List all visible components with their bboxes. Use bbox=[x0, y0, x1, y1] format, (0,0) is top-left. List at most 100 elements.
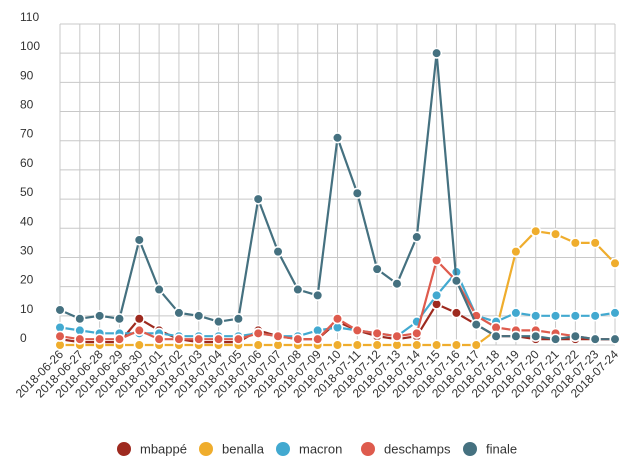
data-point[interactable] bbox=[530, 310, 542, 322]
data-point[interactable] bbox=[431, 289, 443, 301]
data-point[interactable] bbox=[589, 310, 601, 322]
data-point[interactable] bbox=[331, 313, 344, 325]
data-point[interactable] bbox=[74, 333, 86, 345]
y-tick-label: 60 bbox=[20, 156, 34, 170]
data-point[interactable] bbox=[391, 330, 403, 342]
data-point[interactable] bbox=[331, 132, 344, 144]
data-point[interactable] bbox=[609, 307, 621, 319]
data-point[interactable] bbox=[312, 333, 324, 345]
legend-item-mbappé[interactable]: mbappé bbox=[117, 442, 187, 457]
data-point[interactable] bbox=[490, 330, 502, 342]
data-point[interactable] bbox=[510, 246, 522, 258]
data-point[interactable] bbox=[153, 333, 165, 345]
data-point[interactable] bbox=[193, 333, 205, 345]
data-point[interactable] bbox=[569, 330, 581, 342]
data-point[interactable] bbox=[252, 193, 264, 205]
y-tick-label: 10 bbox=[20, 302, 34, 316]
data-point[interactable] bbox=[232, 333, 244, 345]
legend-marker bbox=[276, 442, 290, 456]
data-point[interactable] bbox=[54, 330, 66, 342]
data-point[interactable] bbox=[94, 333, 106, 345]
legend-label: mbappé bbox=[140, 442, 187, 457]
legend-label: finale bbox=[486, 442, 517, 457]
data-point[interactable] bbox=[470, 339, 482, 351]
data-point[interactable] bbox=[54, 304, 66, 316]
data-point[interactable] bbox=[609, 333, 621, 345]
data-point[interactable] bbox=[530, 225, 542, 237]
data-point[interactable] bbox=[609, 257, 621, 269]
legend-item-finale[interactable]: finale bbox=[463, 442, 517, 457]
legend-marker bbox=[361, 442, 375, 456]
y-tick-label: 30 bbox=[20, 243, 34, 257]
data-point[interactable] bbox=[173, 307, 185, 319]
data-point[interactable] bbox=[549, 310, 562, 322]
legend-label: benalla bbox=[222, 442, 265, 457]
legend: mbappé benalla macron deschamps finale bbox=[117, 442, 517, 457]
data-point[interactable] bbox=[391, 278, 403, 290]
data-point[interactable] bbox=[133, 324, 145, 337]
data-point[interactable] bbox=[371, 327, 383, 339]
data-point[interactable] bbox=[331, 339, 344, 351]
data-point[interactable] bbox=[530, 330, 542, 342]
data-point[interactable] bbox=[589, 333, 601, 345]
data-point[interactable] bbox=[153, 283, 165, 296]
data-point[interactable] bbox=[113, 313, 126, 325]
legend-marker bbox=[463, 442, 477, 456]
y-tick-label: 70 bbox=[20, 127, 34, 141]
y-tick-label: 0 bbox=[20, 331, 27, 345]
data-point[interactable] bbox=[351, 324, 363, 337]
legend-item-deschamps[interactable]: deschamps bbox=[361, 442, 451, 457]
legend-item-benalla[interactable]: benalla bbox=[199, 442, 265, 457]
data-point[interactable] bbox=[431, 254, 443, 266]
data-point[interactable] bbox=[371, 263, 383, 275]
data-point[interactable] bbox=[411, 339, 423, 351]
series-finale bbox=[54, 47, 621, 345]
data-point[interactable] bbox=[272, 246, 284, 258]
data-point[interactable] bbox=[173, 333, 185, 345]
data-point[interactable] bbox=[113, 333, 126, 345]
data-point[interactable] bbox=[193, 310, 205, 322]
x-axis-ticks: 2018-06-262018-06-272018-06-282018-06-29… bbox=[13, 347, 622, 401]
data-point[interactable] bbox=[431, 339, 443, 351]
data-point[interactable] bbox=[470, 318, 482, 331]
data-point[interactable] bbox=[312, 289, 324, 301]
legend-label: deschamps bbox=[384, 442, 451, 457]
data-point[interactable] bbox=[569, 237, 581, 249]
data-point[interactable] bbox=[133, 313, 145, 325]
legend-label: macron bbox=[299, 442, 342, 457]
data-point[interactable] bbox=[450, 275, 463, 287]
data-point[interactable] bbox=[589, 237, 601, 249]
series-group bbox=[54, 47, 621, 351]
data-point[interactable] bbox=[510, 307, 522, 319]
data-point[interactable] bbox=[272, 330, 284, 342]
data-point[interactable] bbox=[94, 310, 106, 322]
data-point[interactable] bbox=[371, 339, 383, 351]
data-point[interactable] bbox=[450, 307, 463, 319]
data-point[interactable] bbox=[510, 330, 522, 342]
data-point[interactable] bbox=[549, 228, 562, 240]
data-point[interactable] bbox=[133, 234, 145, 246]
data-point[interactable] bbox=[569, 310, 581, 322]
data-point[interactable] bbox=[450, 339, 463, 351]
data-point[interactable] bbox=[351, 339, 363, 351]
data-point[interactable] bbox=[133, 339, 145, 351]
data-point[interactable] bbox=[212, 333, 225, 345]
data-point[interactable] bbox=[411, 231, 423, 243]
data-point[interactable] bbox=[74, 313, 86, 325]
data-point[interactable] bbox=[351, 187, 363, 199]
data-point[interactable] bbox=[431, 47, 443, 59]
data-point[interactable] bbox=[549, 333, 562, 345]
y-tick-label: 110 bbox=[20, 10, 39, 24]
data-point[interactable] bbox=[252, 339, 264, 351]
legend-item-macron[interactable]: macron bbox=[276, 442, 342, 457]
data-point[interactable] bbox=[292, 283, 304, 296]
y-tick-label: 80 bbox=[20, 98, 34, 112]
data-point[interactable] bbox=[252, 327, 264, 339]
data-point[interactable] bbox=[411, 327, 423, 339]
data-point[interactable] bbox=[232, 313, 244, 325]
y-tick-label: 50 bbox=[20, 185, 34, 199]
data-point[interactable] bbox=[212, 316, 225, 328]
data-point[interactable] bbox=[292, 333, 304, 345]
